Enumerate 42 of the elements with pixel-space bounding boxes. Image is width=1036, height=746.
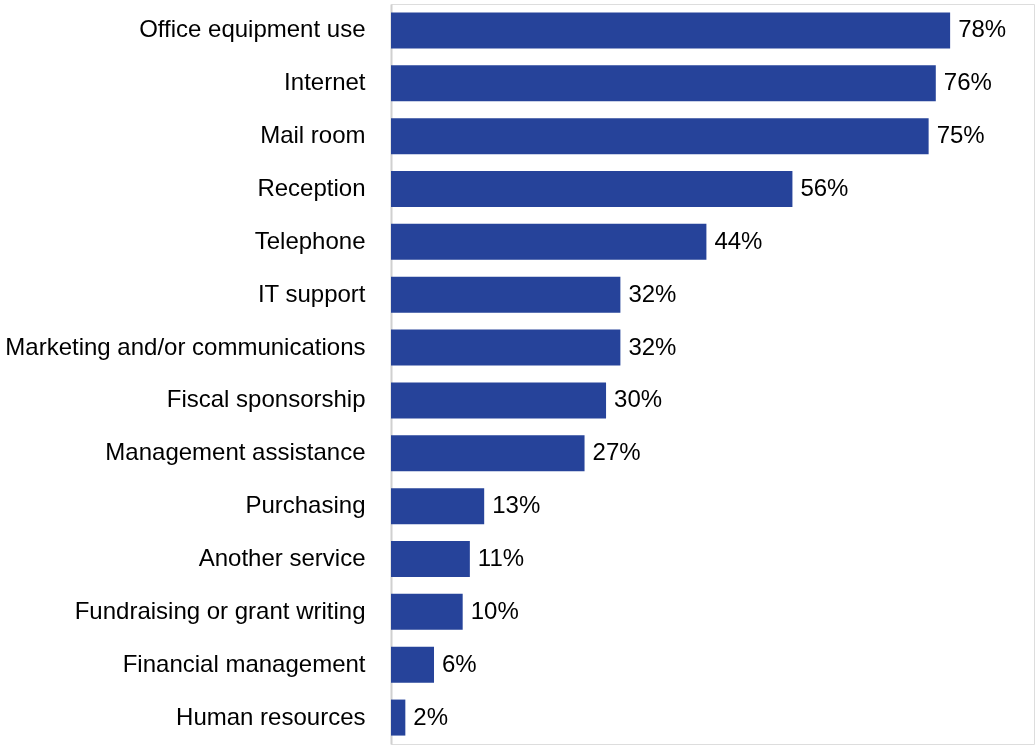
y-tick-label: Fundraising or grant writing — [74, 596, 366, 624]
bar — [391, 593, 463, 630]
y-tick-label: Office equipment use — [139, 15, 366, 43]
data-label: 30% — [614, 385, 663, 413]
bar — [391, 699, 406, 736]
data-label: 13% — [492, 491, 541, 519]
data-label: 44% — [714, 226, 763, 254]
bar — [391, 12, 951, 49]
y-tick-label: Human resources — [176, 702, 366, 730]
y-tick-label: Reception — [257, 174, 366, 201]
y-tick-label: Financial management — [122, 649, 366, 677]
y-tick-label: Purchasing — [245, 491, 366, 519]
bar — [391, 435, 585, 472]
bar — [391, 541, 470, 577]
bar — [391, 276, 621, 313]
bar — [391, 171, 793, 207]
bar — [391, 118, 929, 155]
bar — [391, 488, 485, 525]
data-label: 32% — [628, 279, 677, 307]
y-tick-label: Mail room — [260, 121, 366, 149]
bar — [391, 223, 707, 260]
y-tick-label: Another service — [198, 544, 366, 571]
data-label: 27% — [592, 438, 641, 466]
data-label: 10% — [470, 596, 519, 624]
y-tick-label: Fiscal sponsorship — [166, 385, 366, 413]
y-tick-label: Internet — [284, 68, 366, 96]
data-label: 75% — [936, 121, 985, 149]
bar — [391, 646, 435, 683]
data-label: 11% — [477, 544, 525, 571]
bar — [391, 329, 621, 366]
data-label: 78% — [958, 15, 1007, 43]
y-tick-label: Marketing and/or communications — [5, 332, 366, 360]
y-tick-label: Telephone — [254, 226, 366, 254]
data-label: 32% — [628, 332, 677, 360]
bar — [391, 382, 607, 419]
data-label: 76% — [943, 68, 992, 96]
data-label: 2% — [413, 702, 449, 730]
y-tick-label: IT support — [257, 279, 366, 307]
data-label: 6% — [442, 649, 477, 677]
y-tick-label: Management assistance — [105, 438, 366, 466]
bar — [391, 65, 936, 102]
data-label: 56% — [800, 174, 849, 201]
